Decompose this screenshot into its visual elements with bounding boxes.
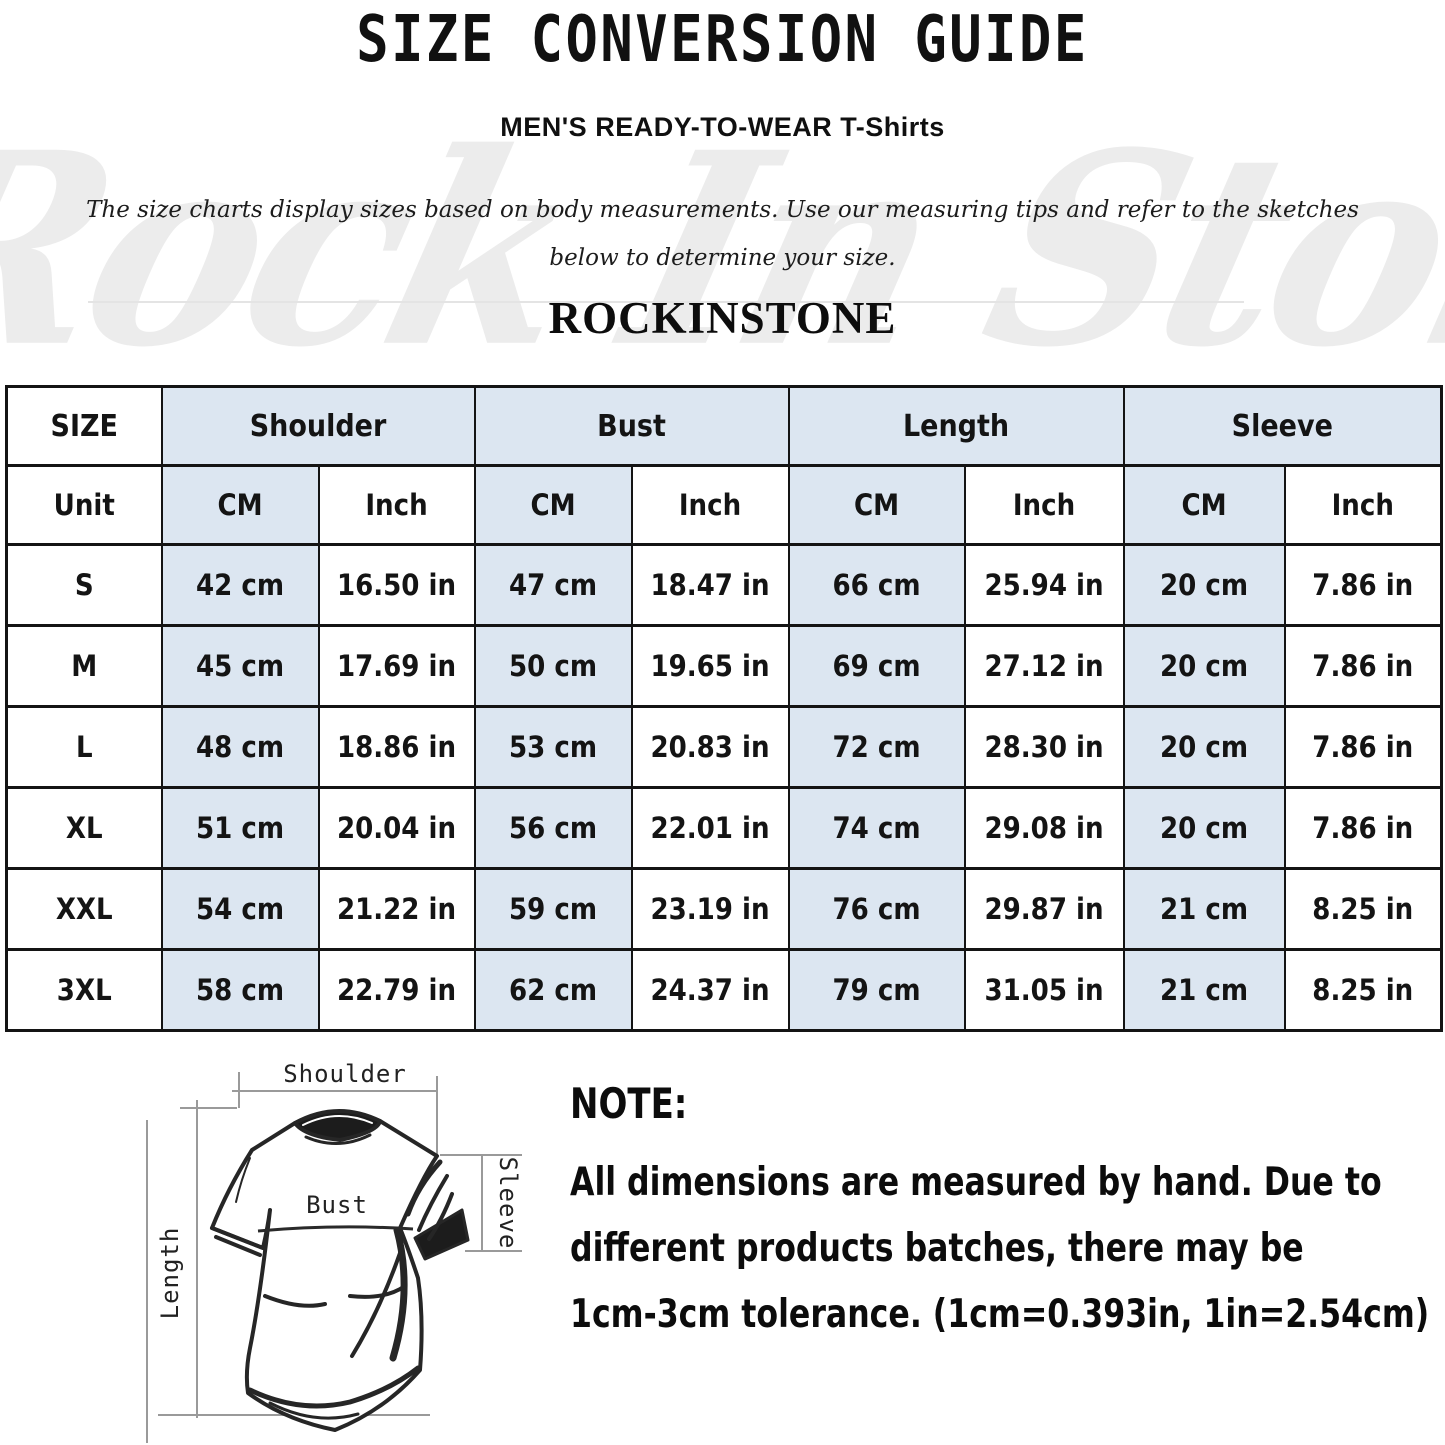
measurement-cell: 47 cm xyxy=(473,543,633,627)
diagram-length-label: Length xyxy=(156,1227,184,1320)
measurement-cell: 72 cm xyxy=(787,705,966,789)
unit-cell-inch: Inch xyxy=(630,464,790,546)
measurement-cell: 25.94 in xyxy=(963,543,1125,627)
diagram-bust-label: Bust xyxy=(306,1191,368,1219)
measurement-cell: 48 cm xyxy=(160,705,320,789)
measurement-cell: 7.86 in xyxy=(1283,624,1443,708)
column-group-shoulder: Shoulder xyxy=(160,385,476,467)
note-block: NOTE: All dimensions are measured by han… xyxy=(570,1079,1430,1348)
measurement-cell: 50 cm xyxy=(473,624,633,708)
measurement-cell: 22.01 in xyxy=(630,786,790,870)
measurement-cell: 21.22 in xyxy=(317,867,476,951)
table-row-l: L 48 cm 18.86 in 53 cm 20.83 in 72 cm 28… xyxy=(5,705,1443,789)
measurement-cell: 20 cm xyxy=(1122,624,1286,708)
measurement-cell: 20 cm xyxy=(1122,543,1286,627)
measurement-cell: 20 cm xyxy=(1122,786,1286,870)
watermark-underline xyxy=(88,301,1244,303)
measurement-cell: 29.87 in xyxy=(963,867,1125,951)
measurement-cell: 79 cm xyxy=(787,948,966,1032)
measurement-cell: 59 cm xyxy=(473,867,633,951)
measurement-cell: 24.37 in xyxy=(630,948,790,1032)
measurement-cell: 54 cm xyxy=(160,867,320,951)
measurement-cell: 27.12 in xyxy=(963,624,1125,708)
measurement-cell: 28.30 in xyxy=(963,705,1125,789)
column-group-bust: Bust xyxy=(473,385,790,467)
column-group-sleeve: Sleeve xyxy=(1122,385,1443,467)
measurement-cell: 8.25 in xyxy=(1283,867,1443,951)
measurement-cell: 56 cm xyxy=(473,786,633,870)
size-label: S xyxy=(5,543,163,627)
size-label: XXL xyxy=(5,867,163,951)
measurement-cell: 17.69 in xyxy=(317,624,476,708)
note-line-1: All dimensions are measured by hand. Due… xyxy=(570,1160,1382,1205)
diagram-shoulder-label: Shoulder xyxy=(283,1060,407,1088)
measurement-cell: 20.83 in xyxy=(630,705,790,789)
measurement-cell: 7.86 in xyxy=(1283,543,1443,627)
description-line-2: below to determine your size. xyxy=(549,245,896,271)
measurement-cell: 20 cm xyxy=(1122,705,1286,789)
table-row-xxl: XXL 54 cm 21.22 in 59 cm 23.19 in 76 cm … xyxy=(5,867,1443,951)
measurement-cell: 18.47 in xyxy=(630,543,790,627)
table-group-header-row: SIZE Shoulder Bust Length Sleeve xyxy=(5,385,1443,467)
diagram-sleeve-label: Sleeve xyxy=(494,1157,522,1250)
measurement-cell: 42 cm xyxy=(160,543,320,627)
unit-cell-cm: CM xyxy=(1122,464,1286,546)
measurement-cell: 7.86 in xyxy=(1283,705,1443,789)
description-text: The size charts display sizes based on b… xyxy=(0,186,1445,282)
tshirt-diagram: Shoulder Bust Length Sleeve xyxy=(146,1060,522,1443)
unit-header: Unit xyxy=(5,464,163,546)
measurement-cell: 62 cm xyxy=(473,948,633,1032)
measurement-cell: 7.86 in xyxy=(1283,786,1443,870)
size-label: L xyxy=(5,705,163,789)
measurement-cell: 20.04 in xyxy=(317,786,476,870)
unit-cell-cm: CM xyxy=(160,464,320,546)
measurement-cell: 76 cm xyxy=(787,867,966,951)
unit-cell-cm: CM xyxy=(473,464,633,546)
unit-cell-inch: Inch xyxy=(963,464,1125,546)
measurement-cell: 21 cm xyxy=(1122,948,1286,1032)
brand-name: ROCKINSTONE xyxy=(548,293,897,343)
table-row-3xl: 3XL 58 cm 22.79 in 62 cm 24.37 in 79 cm … xyxy=(5,948,1443,1032)
measurement-cell: 66 cm xyxy=(787,543,966,627)
measurement-cell: 29.08 in xyxy=(963,786,1125,870)
measurement-cell: 51 cm xyxy=(160,786,320,870)
measurement-cell: 69 cm xyxy=(787,624,966,708)
measurement-cell: 53 cm xyxy=(473,705,633,789)
page-subtitle: MEN'S READY-TO-WEAR T-Shirts xyxy=(500,112,945,142)
unit-cell-inch: Inch xyxy=(317,464,476,546)
measurement-cell: 22.79 in xyxy=(317,948,476,1032)
description-line-1: The size charts display sizes based on b… xyxy=(86,197,1359,223)
size-label: 3XL xyxy=(5,948,163,1032)
measurement-cell: 31.05 in xyxy=(963,948,1125,1032)
measurement-cell: 45 cm xyxy=(160,624,320,708)
size-label: M xyxy=(5,624,163,708)
table-row-s: S 42 cm 16.50 in 47 cm 18.47 in 66 cm 25… xyxy=(5,543,1443,627)
page-title: SIZE CONVERSION GUIDE xyxy=(356,3,1089,77)
measurement-cell: 21 cm xyxy=(1122,867,1286,951)
note-line-3: 1cm-3cm tolerance. (1cm=0.393in, 1in=2.5… xyxy=(570,1292,1430,1337)
unit-cell-inch: Inch xyxy=(1283,464,1443,546)
size-label: XL xyxy=(5,786,163,870)
measurement-cell: 18.86 in xyxy=(317,705,476,789)
table-row-m: M 45 cm 17.69 in 50 cm 19.65 in 69 cm 27… xyxy=(5,624,1443,708)
unit-cell-cm: CM xyxy=(787,464,966,546)
measurement-cell: 74 cm xyxy=(787,786,966,870)
measurement-cell: 58 cm xyxy=(160,948,320,1032)
measurement-cell: 16.50 in xyxy=(317,543,476,627)
measurement-cell: 19.65 in xyxy=(630,624,790,708)
measurement-cell: 23.19 in xyxy=(630,867,790,951)
size-conversion-table: SIZE Shoulder Bust Length Sleeve Unit CM… xyxy=(5,385,1444,1032)
measurement-cell: 8.25 in xyxy=(1283,948,1443,1032)
column-group-length: Length xyxy=(787,385,1125,467)
table-unit-row: Unit CM Inch CM Inch CM Inch CM Inch xyxy=(5,464,1443,546)
column-group-size: SIZE xyxy=(5,385,163,467)
note-heading: NOTE: xyxy=(570,1079,688,1128)
table-row-xl: XL 51 cm 20.04 in 56 cm 22.01 in 74 cm 2… xyxy=(5,786,1443,870)
note-line-2: different products batches, there may be xyxy=(570,1226,1304,1271)
